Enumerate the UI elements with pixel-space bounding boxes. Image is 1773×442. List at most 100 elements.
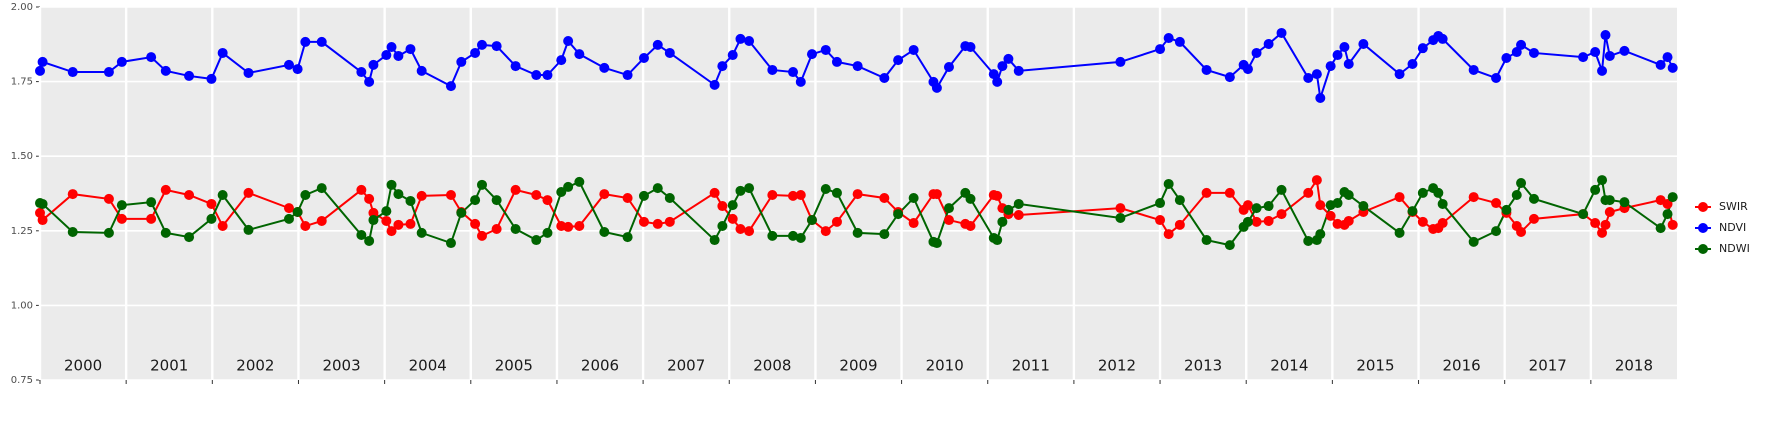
data-point [1311, 69, 1322, 80]
data-point [879, 229, 890, 240]
data-point [368, 207, 379, 218]
data-point [510, 224, 521, 235]
data-point [476, 179, 487, 190]
data-point [470, 47, 481, 58]
data-point [1163, 33, 1174, 44]
data-point [160, 184, 171, 195]
data-point [1311, 175, 1322, 186]
data-point [292, 64, 303, 75]
data-point [638, 216, 649, 227]
data-point [35, 65, 45, 76]
data-point [1619, 197, 1630, 208]
x-tick-label: 2014 [1270, 357, 1308, 375]
data-point [116, 213, 127, 224]
data-point [1417, 216, 1428, 227]
data-point [1315, 200, 1326, 211]
data-point [556, 55, 567, 66]
data-point [1115, 203, 1126, 214]
data-point [405, 44, 416, 55]
data-point [767, 189, 778, 200]
data-point [563, 181, 574, 192]
data-point [1163, 229, 1174, 240]
data-point [1325, 210, 1336, 221]
data-point [364, 76, 375, 87]
data-point [300, 221, 311, 232]
data-point [622, 70, 633, 81]
data-point [405, 218, 416, 229]
data-point [795, 232, 806, 243]
data-point [988, 69, 999, 80]
data-point [160, 65, 171, 76]
data-point [717, 201, 728, 212]
data-point [217, 189, 228, 200]
x-tick-label: 2018 [1615, 357, 1653, 375]
legend-marker [1698, 244, 1708, 254]
data-point [1662, 209, 1673, 220]
data-point [1276, 184, 1287, 195]
x-tick-label: 2002 [236, 357, 274, 375]
data-point [1511, 189, 1522, 200]
data-point [1003, 204, 1014, 215]
data-point [292, 207, 303, 218]
data-point [470, 218, 481, 229]
data-point [1201, 187, 1212, 198]
data-point [556, 187, 567, 198]
data-point [67, 226, 78, 237]
data-point [965, 221, 976, 232]
data-point [893, 55, 904, 66]
data-point [1655, 223, 1666, 234]
data-point [806, 49, 817, 60]
data-point [820, 44, 831, 55]
y-tick-label: 1.50 [11, 151, 33, 162]
data-point [1394, 69, 1405, 80]
data-point [146, 197, 157, 208]
data-point [1224, 187, 1235, 198]
data-point [1597, 65, 1608, 76]
data-point [184, 189, 195, 200]
data-point [217, 47, 228, 58]
data-point [709, 187, 720, 198]
data-point [652, 218, 663, 229]
data-point [542, 70, 553, 81]
data-point [1578, 52, 1589, 63]
legend-label: NDVI [1719, 221, 1746, 234]
data-point [574, 49, 585, 60]
data-point [664, 216, 675, 227]
data-point [300, 189, 311, 200]
x-tick-label: 2007 [667, 357, 705, 375]
data-point [1303, 235, 1314, 246]
data-point [381, 206, 392, 217]
data-point [1604, 207, 1615, 218]
data-point [831, 216, 842, 227]
data-point [727, 50, 738, 61]
data-point [1491, 73, 1502, 84]
y-tick-label: 1.75 [11, 77, 33, 88]
data-point [393, 219, 404, 230]
data-point [1604, 195, 1615, 206]
data-point [795, 189, 806, 200]
data-point [1590, 184, 1601, 195]
data-point [1343, 58, 1354, 69]
legend-marker [1698, 223, 1708, 233]
data-point [1155, 215, 1166, 226]
data-point [542, 195, 553, 206]
data-point [1013, 209, 1024, 220]
data-point [103, 67, 114, 78]
data-point [116, 200, 127, 211]
data-point [931, 238, 942, 249]
data-point [445, 81, 456, 92]
data-point [1242, 200, 1253, 211]
data-point [1303, 187, 1314, 198]
data-point [356, 67, 367, 78]
data-point [1667, 192, 1678, 203]
data-point [1501, 204, 1512, 215]
data-point [709, 235, 720, 246]
data-point [638, 190, 649, 201]
data-point [386, 41, 397, 52]
data-point [393, 50, 404, 61]
data-point [735, 224, 746, 235]
data-point [1276, 209, 1287, 220]
x-tick-label: 2015 [1356, 357, 1394, 375]
data-point [364, 193, 375, 204]
